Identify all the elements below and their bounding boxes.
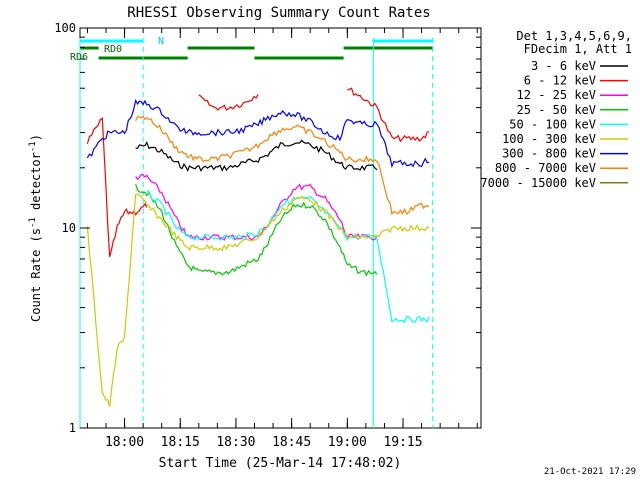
plot-border [79, 27, 482, 429]
x-tick-label-4: 19:00 [328, 435, 367, 450]
legend-label-2: 12 - 25 keV [517, 88, 596, 102]
series-line-1 [198, 94, 259, 111]
legend-label-4: 50 - 100 keV [509, 117, 596, 131]
series-group [86, 87, 430, 407]
legend-label-3: 25 - 50 keV [517, 103, 596, 117]
x-tick-label-2: 18:30 [216, 435, 255, 450]
series-line-5 [86, 193, 430, 407]
x-tick-label-1: 18:15 [161, 435, 200, 450]
series-line-2 [135, 173, 378, 241]
rd6-label: RD6 [70, 52, 88, 63]
legend-label-0: 3 - 6 keV [531, 59, 596, 73]
y-axis-label: Count Rate (s-1 detector-1) [28, 134, 43, 322]
legend-label-1: 6 - 12 keV [524, 74, 596, 88]
series-line-1 [86, 117, 148, 257]
series-line-7 [135, 115, 430, 216]
legend-label-8: 7000 - 15000 keV [480, 176, 596, 190]
y-tick-label-0: 1 [69, 421, 76, 435]
legend-header-line-2: FDecim 1, Att 1 [524, 42, 632, 56]
series-line-6 [86, 98, 430, 169]
y-tick-label-2: 100 [54, 21, 76, 35]
n-label: N [158, 36, 164, 47]
vertical-markers [79, 38, 434, 428]
x-tick-label-3: 18:45 [272, 435, 311, 450]
y-tick-label-1: 10 [62, 221, 76, 235]
series-line-3 [135, 184, 378, 277]
series-line-4 [146, 190, 430, 324]
x-axis-label: Start Time (25-Mar-14 17:48:02) [159, 456, 402, 471]
timestamp: 21-Oct-2021 17:29 [544, 467, 636, 477]
legend-label-7: 800 - 7000 keV [495, 161, 596, 175]
chart-title: RHESSI Observing Summary Count Rates [127, 5, 430, 21]
legend-label-6: 300 - 800 keV [502, 147, 596, 161]
legend-label-5: 100 - 300 keV [502, 132, 596, 146]
axes-group: 1 10 100 18:00 18:15 18:30 18:45 19:00 19:15 [54, 21, 481, 450]
observing-bands [80, 39, 433, 60]
series-line-1 [347, 87, 430, 143]
legend-header-line-1: Det 1,3,4,5,6,9, [516, 29, 632, 43]
x-tick-label-5: 19:15 [383, 435, 422, 450]
series-line-0 [135, 139, 378, 172]
x-tick-label-0: 18:00 [105, 435, 144, 450]
rd0-label: RD0 [104, 44, 122, 55]
plot-frame [79, 27, 482, 429]
